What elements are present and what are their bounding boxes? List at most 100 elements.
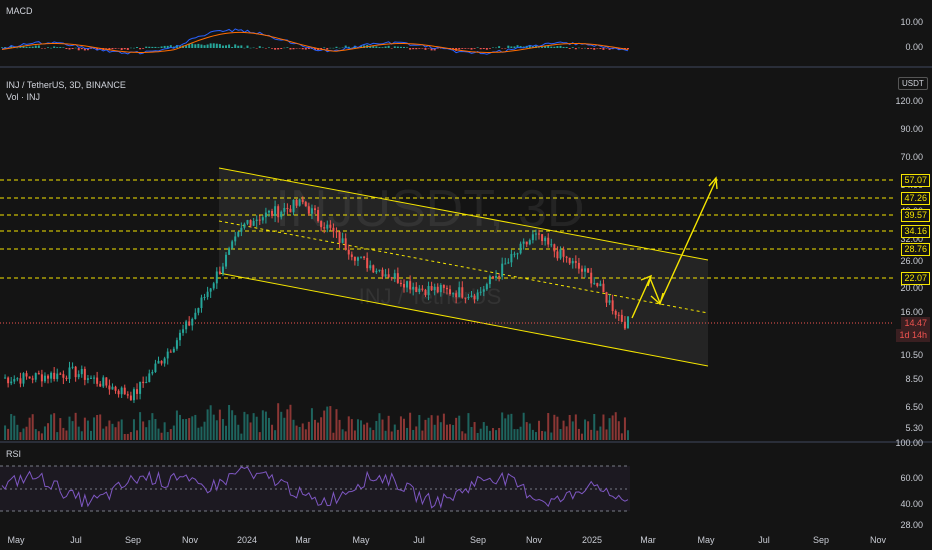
level-badge[interactable]: 22.07 [901,272,930,285]
volume-bar [197,427,200,440]
volume-bar [565,426,568,440]
macd-histogram-bar [491,47,494,48]
macd-histogram-bar [538,47,541,49]
volume-bar [16,424,19,440]
volume-bar [544,431,547,440]
macd-tick: 0.00 [905,42,923,52]
candle-body [378,269,381,271]
candle-body [243,223,246,228]
candle-body [485,284,488,290]
macd-histogram-bar [587,48,590,50]
candle-body [375,270,378,273]
macd-histogram-bar [59,47,62,48]
time-tick: Jul [758,535,770,545]
volume-bar [384,430,387,440]
projection-path[interactable] [631,176,718,319]
macd-histogram-bar [215,43,218,48]
channel-upper-line[interactable] [218,167,709,261]
macd-histogram-bar [571,47,574,48]
candle-body [498,276,501,278]
volume-bar [498,427,501,440]
macd-histogram-bar [1,47,3,48]
volume-bar [123,433,126,440]
candle-body [246,220,249,224]
level-badge[interactable]: 39.57 [901,209,930,222]
volume-label[interactable]: Vol · INJ [6,92,41,102]
volume-bar [200,426,203,440]
macd-pane-separator[interactable] [0,66,932,68]
level-badge[interactable]: 57.07 [901,174,930,187]
volume-bar [298,427,301,440]
rsi-axis[interactable]: 100.00 60.00 40.00 28.00 [894,438,932,533]
candle-body [538,233,541,235]
volume-bar [228,405,231,440]
price-axis[interactable]: USDT 120.00 90.00 70.00 54.00 42.00 32.0… [894,68,932,441]
rsi-pane-separator[interactable] [0,441,932,443]
volume-bar [320,417,323,440]
candle-body [28,376,31,379]
level-badge[interactable]: 28.76 [901,243,930,256]
volume-bar [120,419,123,440]
macd-histogram-bar [271,48,274,49]
volume-bar [74,412,77,440]
channel-lower-line[interactable] [218,272,709,367]
horizontal-levels[interactable] [0,179,894,279]
candle-body [541,234,544,242]
volume-bar [68,416,71,440]
symbol-title[interactable]: INJ / TetherUS, 3D, BINANCE [6,80,126,90]
candle-body [267,210,270,213]
candle-body [424,289,427,296]
candle-body [525,241,528,245]
volume-bar [105,426,108,440]
volume-bar [215,420,218,440]
time-tick: Sep [469,535,487,545]
candle-body [209,288,212,292]
currency-button[interactable]: USDT [898,77,928,90]
macd-label[interactable]: MACD [6,6,33,16]
volume-bar [310,408,313,440]
macd-histogram-bar [136,47,139,48]
level-badge[interactable]: 34.16 [901,225,930,238]
candle-body [620,314,623,322]
rsi-label[interactable]: RSI [6,449,22,459]
volume-bar [89,430,92,440]
price-candles[interactable] [4,196,629,403]
candle-body [571,261,574,264]
macd-histogram-bar [237,45,240,48]
volume-bar [31,414,34,440]
macd-histogram-bar [350,47,353,49]
candle-body [13,379,16,382]
volume-bar [344,431,347,440]
volume-bar [372,430,375,440]
macd-histogram-bar [132,47,135,49]
candle-body [369,265,372,269]
macd-histogram-bar [596,48,599,49]
volume-bar [221,419,224,440]
candle-body [231,241,234,249]
volume-bar [102,428,105,440]
level-badge[interactable]: 47.26 [901,192,930,205]
volume-bar [590,429,593,440]
time-tick: May [7,535,25,545]
macd-histogram-bar [10,45,13,48]
candle-body [307,206,310,214]
macd-histogram-bar [427,48,430,49]
channel-mid-line[interactable] [218,220,709,314]
volume-bar [264,411,267,440]
candle-body [455,293,458,298]
candle-body [102,377,105,387]
volume-bar [369,427,372,440]
time-tick: Nov [525,535,543,545]
volume-bar [111,423,114,440]
macd-price-axis[interactable]: 10.00 0.00 [894,0,932,66]
volume-bar [335,409,338,440]
macd-histogram-bar [467,48,470,49]
candle-body [117,390,120,395]
volume-bar [415,426,418,440]
candle-body [191,318,194,326]
candle-body [602,283,605,293]
macd-histogram-bar [590,48,593,49]
time-tick: May [697,535,715,545]
volume-bar [267,417,270,440]
